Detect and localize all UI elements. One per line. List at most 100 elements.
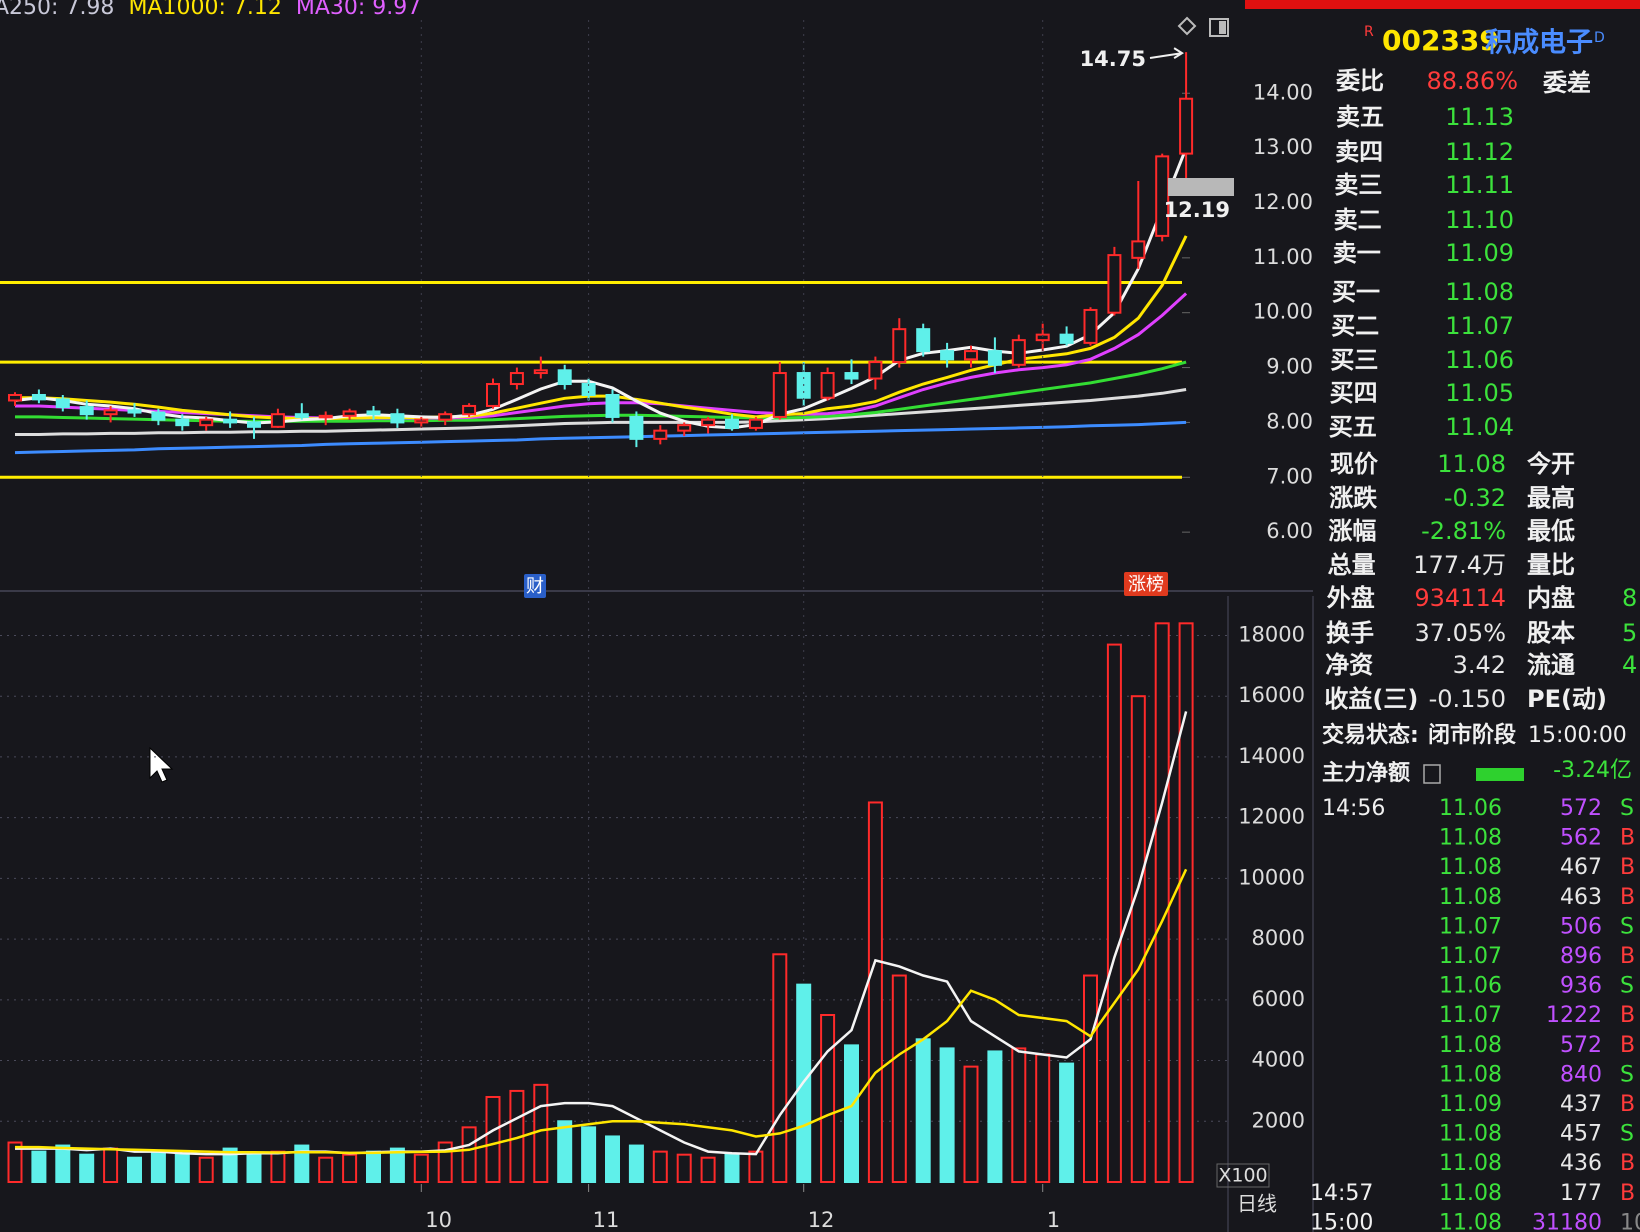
trade-price: 11.08 — [1439, 855, 1502, 880]
volume-bar — [174, 1153, 190, 1184]
net-flow-icon — [1423, 764, 1441, 784]
stock-code: 002339 — [1382, 24, 1499, 57]
volume-bar — [7, 1141, 23, 1183]
trade-price: 11.08 — [1439, 1033, 1502, 1058]
trade-side: B — [1620, 826, 1635, 851]
unit-box — [1216, 1163, 1270, 1188]
trade-volume: 463 — [1560, 885, 1602, 910]
candle-body — [820, 372, 835, 399]
volume-bar — [1130, 695, 1146, 1183]
stat-value: -2.81% — [1421, 517, 1506, 545]
volume-bar — [342, 1153, 358, 1184]
diamond-icon[interactable] — [1177, 16, 1197, 36]
trade-volume: 572 — [1560, 796, 1602, 821]
status-value: 闭市阶段 — [1428, 722, 1516, 748]
candle-body — [748, 418, 763, 429]
trade-price: 11.08 — [1439, 1181, 1502, 1206]
volume-bar — [413, 1153, 429, 1184]
quote-label: 卖五 — [1336, 103, 1384, 131]
quote-price: 11.13 — [1445, 103, 1514, 131]
volume-bar — [700, 1156, 716, 1183]
window-icon[interactable] — [1209, 18, 1229, 37]
candle-body — [629, 415, 644, 440]
stat-label2: 流通 — [1527, 651, 1575, 679]
trade-time: 14:57 — [1310, 1181, 1373, 1206]
y-tick-label: 2000 — [1252, 1108, 1305, 1132]
trade-price: 11.08 — [1439, 1210, 1502, 1232]
quote-label: 卖四 — [1335, 138, 1383, 166]
trade-side: B — [1620, 1151, 1635, 1176]
y-tick-label: 18000 — [1238, 622, 1305, 646]
trade-volume: 467 — [1560, 855, 1602, 880]
candle-body — [987, 350, 1002, 366]
candle-body — [844, 372, 859, 380]
stat-value2: 4 — [1622, 651, 1637, 679]
candle-body — [605, 393, 620, 418]
ma-line — [15, 388, 1187, 436]
candle-body — [486, 383, 500, 407]
y-tick-label: 14000 — [1238, 744, 1305, 768]
ma-line — [15, 868, 1188, 1155]
volume-bar — [55, 1144, 71, 1184]
row-value: 88.86% — [1426, 67, 1518, 95]
stat-label2: 最高 — [1527, 484, 1575, 512]
trade-volume: 1222 — [1546, 1003, 1602, 1028]
x-tick-label: 11 — [593, 1208, 620, 1232]
candle-body — [79, 406, 94, 416]
volume-bar — [127, 1156, 142, 1183]
volume-bar — [533, 1083, 549, 1183]
volume-bar — [222, 1147, 238, 1184]
candle-body — [127, 409, 142, 414]
candle-body — [462, 404, 477, 416]
quote-label: 卖二 — [1334, 206, 1382, 234]
trade-side: S — [1620, 914, 1634, 939]
candle-body — [725, 418, 739, 429]
candle-body — [677, 424, 692, 432]
volume-bar — [867, 801, 883, 1183]
volume-bar — [1106, 643, 1122, 1183]
y-tick-label: 10.00 — [1253, 300, 1313, 324]
event-marker — [524, 574, 546, 598]
stat-label2: 量比 — [1527, 551, 1575, 579]
candle-body — [533, 369, 548, 375]
y-tick-label: 7.00 — [1266, 464, 1313, 488]
quote-label: 卖三 — [1334, 171, 1382, 199]
candle-body — [916, 328, 931, 353]
candle-body — [270, 413, 285, 428]
stat-label: 涨幅 — [1328, 517, 1376, 545]
stat-label: 总量 — [1328, 551, 1376, 579]
y-tick-label: 16000 — [1238, 683, 1305, 707]
quote-price: 11.10 — [1445, 206, 1514, 234]
y-tick-label: 12.00 — [1253, 190, 1313, 214]
volume-bar — [987, 1050, 1003, 1184]
trade-price: 11.08 — [1439, 1151, 1502, 1176]
candle-body — [653, 429, 668, 440]
volume-bar — [891, 974, 907, 1184]
candle-body — [342, 410, 357, 417]
volume-bar — [772, 953, 788, 1183]
trade-price: 11.09 — [1439, 1092, 1502, 1117]
net-flow-label: 主力净额 — [1322, 760, 1410, 786]
trade-time: 14:56 — [1322, 796, 1385, 821]
trade-side: B — [1620, 1092, 1635, 1117]
stat-label: 外盘 — [1327, 584, 1375, 612]
stat-label: 涨跌 — [1329, 484, 1378, 512]
y-tick-label: 11.00 — [1253, 245, 1313, 269]
volume-bar — [1035, 1053, 1051, 1183]
quote-price: 11.05 — [1445, 379, 1514, 407]
quote-price: 11.11 — [1445, 171, 1514, 199]
volume-bar — [485, 1095, 501, 1184]
trade-price: 11.08 — [1439, 885, 1502, 910]
quote-label: 买五 — [1329, 413, 1377, 441]
y-tick-label: 14.00 — [1253, 80, 1313, 104]
trade-price: 11.07 — [1439, 1003, 1502, 1028]
trade-side: B — [1620, 1003, 1635, 1028]
net-flow-value: -3.24亿 — [1553, 758, 1632, 783]
trade-volume: 562 — [1560, 826, 1602, 851]
status-time: 15:00:00 — [1528, 723, 1627, 748]
trade-volume: 457 — [1560, 1122, 1602, 1147]
volume-bar — [652, 1150, 668, 1184]
volume-bar — [939, 1047, 955, 1184]
candle-body — [55, 398, 70, 409]
stat-label: 净资 — [1325, 651, 1373, 679]
